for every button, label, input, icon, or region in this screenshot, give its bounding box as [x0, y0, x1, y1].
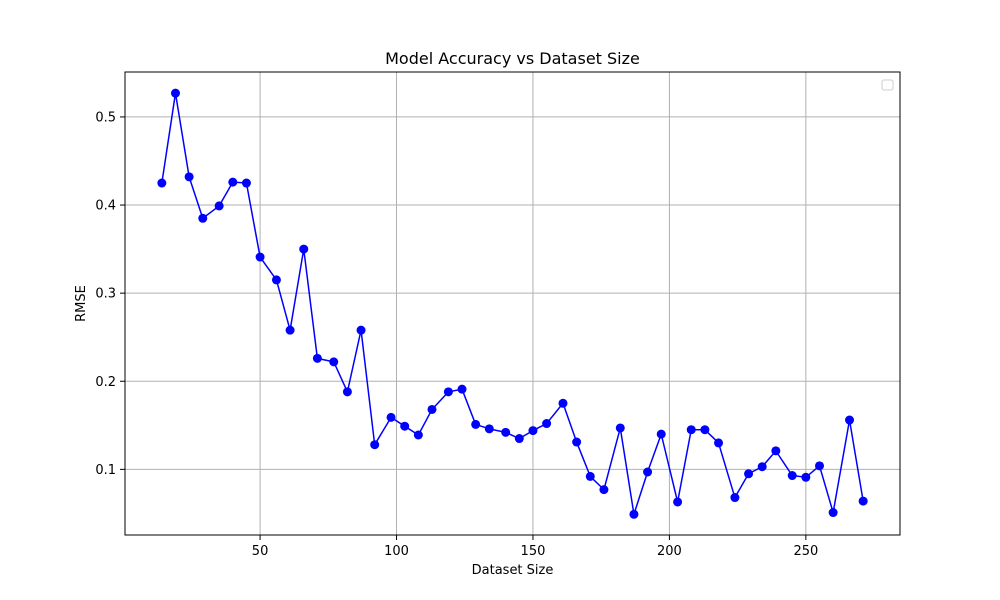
data-point [615, 423, 625, 433]
x-axis-label: Dataset Size [472, 563, 554, 578]
data-point [599, 485, 609, 495]
data-point [771, 446, 781, 456]
data-point [299, 244, 309, 254]
data-point [400, 421, 410, 431]
data-point [184, 172, 194, 182]
data-point [471, 419, 481, 429]
data-point [329, 357, 339, 367]
data-point [228, 177, 238, 187]
x-tick-label: 250 [793, 544, 818, 559]
data-point [312, 353, 322, 363]
data-point [714, 438, 724, 448]
data-point [342, 387, 352, 397]
data-point [686, 425, 696, 435]
data-point [656, 429, 666, 439]
data-point [443, 387, 453, 397]
data-point [744, 469, 754, 479]
data-point [157, 178, 167, 188]
data-point [643, 467, 653, 477]
data-point [271, 275, 281, 285]
data-point [828, 508, 838, 518]
data-point [572, 437, 582, 447]
data-point [585, 471, 595, 481]
legend-box [881, 79, 894, 91]
x-tick-label: 50 [252, 544, 269, 559]
data-point [214, 201, 224, 211]
data-point [386, 412, 396, 422]
data-point [457, 384, 467, 394]
data-point [370, 440, 380, 450]
x-tick-label: 100 [384, 544, 409, 559]
chart-title: Model Accuracy vs Dataset Size [385, 49, 640, 68]
data-point [356, 325, 366, 335]
plot-area [125, 72, 900, 535]
data-point [673, 497, 683, 507]
data-point [198, 213, 208, 223]
grid-lines [125, 72, 900, 535]
data-point [241, 178, 251, 188]
data-point [700, 425, 710, 435]
data-point [484, 424, 494, 434]
data-point [629, 509, 639, 519]
y-tick-label: 0.4 [95, 199, 116, 214]
data-point [558, 398, 568, 408]
plot-frame [124, 71, 901, 536]
data-point [427, 404, 437, 414]
x-tick-label: 150 [521, 544, 546, 559]
data-point [801, 472, 811, 482]
data-point [730, 493, 740, 503]
y-axis-ticks: 0.1 0.2 0.3 0.4 0.5 [95, 110, 125, 478]
data-point [514, 434, 524, 444]
data-point [815, 461, 824, 471]
data-point [542, 419, 552, 429]
data-point [170, 88, 180, 98]
data-point [528, 426, 538, 436]
data-point [858, 496, 868, 506]
data-point [255, 252, 265, 262]
data-point [413, 430, 423, 440]
y-tick-label: 0.1 [95, 463, 116, 478]
y-axis-label: RMSE [74, 285, 89, 322]
y-tick-label: 0.2 [95, 375, 116, 390]
data-point [845, 415, 855, 425]
data-point [757, 462, 767, 472]
data-point [787, 471, 797, 481]
x-tick-label: 200 [657, 544, 682, 559]
series-layer [157, 88, 868, 519]
y-tick-label: 0.3 [95, 287, 116, 302]
y-tick-label: 0.5 [95, 110, 116, 125]
x-axis-ticks: 50 100 150 200 250 [252, 535, 818, 559]
data-point [285, 325, 295, 335]
data-point [501, 427, 511, 437]
series-line [161, 92, 864, 516]
